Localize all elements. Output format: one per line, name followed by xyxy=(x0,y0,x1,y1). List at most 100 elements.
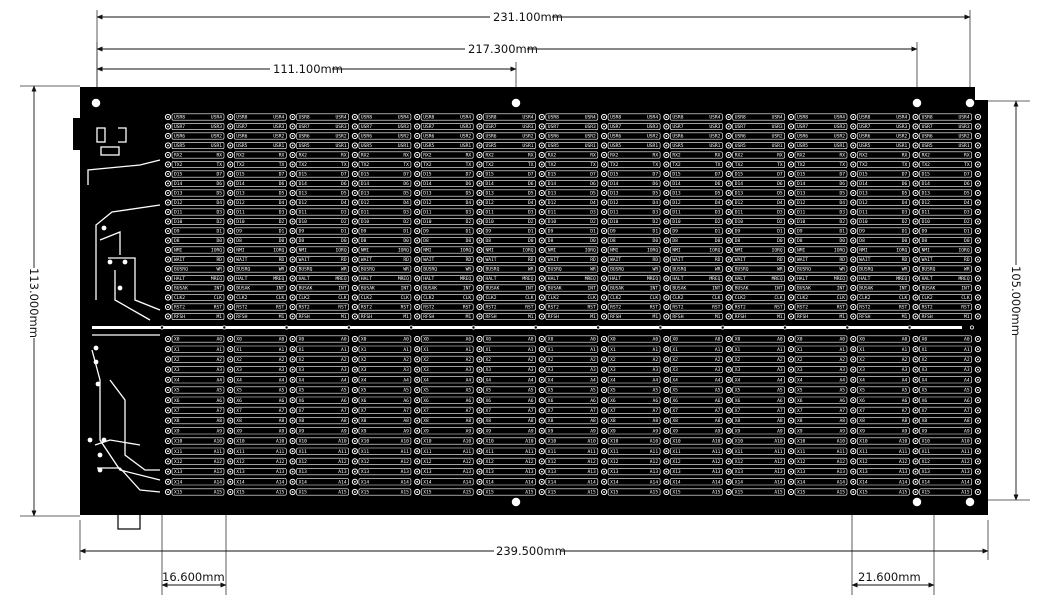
upper-trace xyxy=(732,237,786,245)
upper-pad xyxy=(351,284,358,292)
upper-label-left: RFSH xyxy=(299,314,310,320)
upper-label-right: RST xyxy=(214,305,223,311)
lower-label-right: A5 xyxy=(528,388,534,394)
lower-label-left: X12 xyxy=(735,459,744,465)
upper-label-right: USR4 xyxy=(896,115,907,121)
upper-pad xyxy=(850,265,857,273)
upper-trace xyxy=(171,151,225,159)
upper-label-right: USR3 xyxy=(772,124,783,130)
lower-label-right: A8 xyxy=(341,418,347,424)
upper-label-right: RX xyxy=(777,153,783,159)
upper-label-right: RD xyxy=(279,257,285,263)
lower-pad xyxy=(289,478,296,485)
lower-label-left: X5 xyxy=(922,388,928,394)
upper-label-right: D2 xyxy=(839,219,845,225)
upper-label-left: CLK2 xyxy=(735,295,746,301)
upper-trace xyxy=(358,170,412,178)
lower-label-left: X6 xyxy=(859,398,865,404)
upper-label-left: NMI xyxy=(486,248,495,254)
lower-pad-hole xyxy=(229,429,232,432)
upper-label-right: D0 xyxy=(403,238,409,244)
lower-trace xyxy=(296,417,349,425)
lower-pad-hole xyxy=(977,419,979,422)
lower-pad-hole xyxy=(478,429,481,432)
lower-label-left: X3 xyxy=(610,367,616,373)
upper-trace xyxy=(732,284,786,292)
lower-label-right: A1 xyxy=(279,347,285,353)
lower-pad-hole xyxy=(291,358,294,361)
upper-pad-hole xyxy=(977,116,979,118)
upper-label-left: USR7 xyxy=(797,124,808,130)
upper-pad xyxy=(476,218,483,225)
upper-trace xyxy=(670,218,723,226)
lower-pad xyxy=(351,386,358,394)
upper-label-right: INT xyxy=(525,286,534,292)
lower-pad-hole xyxy=(416,419,419,422)
upper-label-right: D7 xyxy=(466,172,472,178)
upper-pad-hole xyxy=(229,258,232,261)
lower-label-right: A1 xyxy=(839,347,845,353)
lower-pad-hole xyxy=(354,378,356,381)
upper-pad-hole xyxy=(229,182,232,185)
lower-label-right: A3 xyxy=(777,367,783,373)
upper-pad xyxy=(164,180,172,187)
upper-label-right: USR4 xyxy=(959,115,970,121)
upper-trace xyxy=(234,303,287,311)
lower-label-left: X10 xyxy=(735,439,744,445)
lower-label-left: X6 xyxy=(672,398,678,404)
upper-pad-hole xyxy=(977,220,979,223)
lower-label-right: A3 xyxy=(964,367,970,373)
upper-label-right: M1 xyxy=(528,314,534,320)
upper-pad-hole xyxy=(852,230,855,232)
upper-pad-hole xyxy=(229,135,232,137)
upper-pad xyxy=(414,284,421,292)
upper-trace xyxy=(420,218,474,226)
upper-pad xyxy=(476,208,483,216)
upper-pad-hole xyxy=(167,249,169,251)
lower-trace xyxy=(856,376,910,384)
upper-trace xyxy=(670,246,723,254)
upper-pad-hole xyxy=(540,116,543,118)
lower-pad-hole xyxy=(478,491,481,493)
slot-columns: USR8 USR4 USR8 USR4 USR8 USR4 USR8 USR4 USR8 USR4… xyxy=(159,113,982,496)
lower-pad-hole xyxy=(727,378,730,381)
upper-label-left: RST2 xyxy=(610,305,621,311)
upper-pad xyxy=(974,180,982,187)
upper-pad-hole xyxy=(977,258,979,261)
lower-pad xyxy=(476,366,483,373)
upper-label-left: D11 xyxy=(672,210,681,216)
lower-trace xyxy=(234,355,287,363)
lower-pad-hole xyxy=(291,460,294,463)
upper-label-left: HALT xyxy=(361,276,372,282)
upper-pad xyxy=(538,256,545,263)
bus-strip xyxy=(92,326,962,329)
upper-trace xyxy=(607,218,661,226)
lower-pad-hole xyxy=(478,358,481,361)
lower-pad xyxy=(663,427,670,434)
upper-trace xyxy=(358,123,412,131)
lower-label-right: A9 xyxy=(777,428,783,434)
lower-pad xyxy=(601,458,608,465)
lower-pad xyxy=(351,407,358,414)
upper-label-right: RX xyxy=(590,153,596,159)
upper-pad-hole xyxy=(291,230,294,232)
lower-label-right: A0 xyxy=(279,337,285,343)
lower-trace xyxy=(607,345,661,353)
lower-label-right: A15 xyxy=(276,490,285,496)
lower-label-right: A10 xyxy=(961,439,970,445)
upper-pad xyxy=(476,237,483,244)
lower-pad-hole xyxy=(790,440,792,442)
lower-pad-hole xyxy=(977,348,979,351)
lower-label-right: A1 xyxy=(590,347,596,353)
lower-pad-hole xyxy=(229,348,232,351)
upper-label-right: D5 xyxy=(839,191,845,197)
lower-trace xyxy=(919,366,972,374)
upper-label-right: M1 xyxy=(964,314,970,320)
lower-pad xyxy=(289,346,296,353)
upper-pad-hole xyxy=(790,211,792,213)
upper-pad xyxy=(414,256,421,263)
upper-pad xyxy=(351,170,358,178)
upper-pad xyxy=(476,123,483,130)
lower-pad-hole xyxy=(167,348,169,351)
lower-label-right: A7 xyxy=(466,408,472,414)
